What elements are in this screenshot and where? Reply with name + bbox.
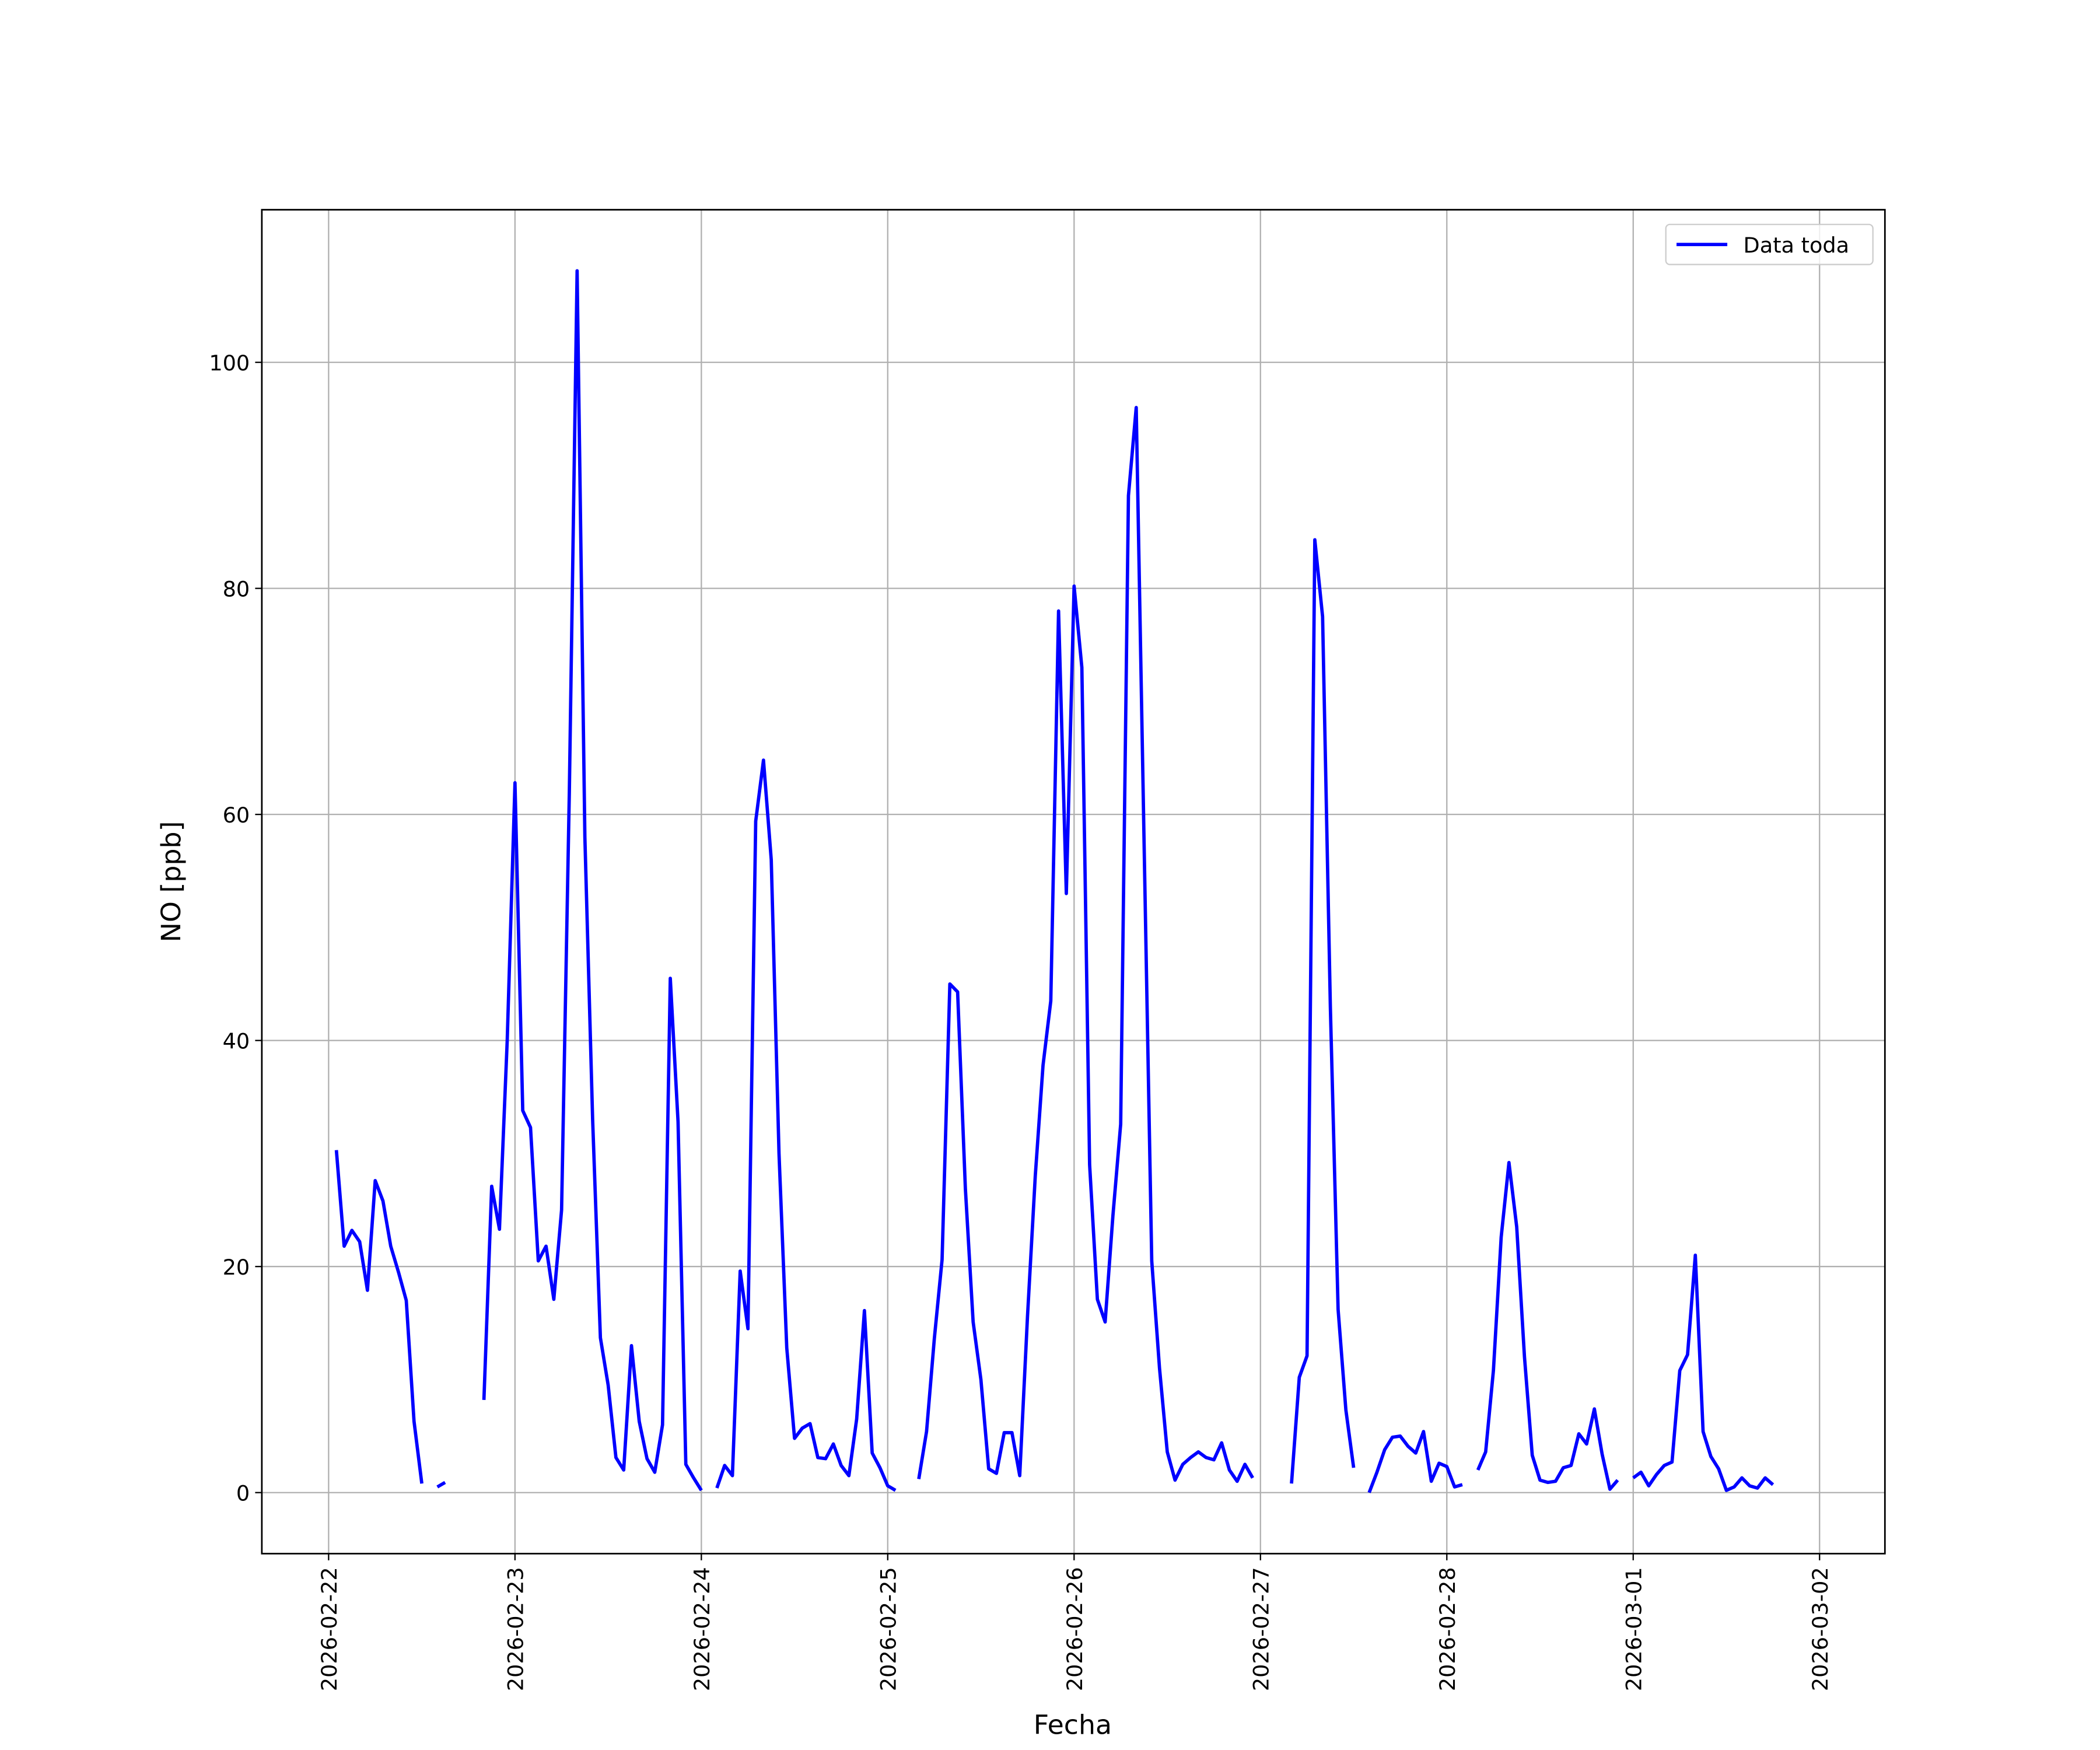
x-tick-label: 2026-02-24 <box>690 1567 715 1691</box>
x-axis-label: Fecha <box>1034 1709 1112 1741</box>
x-tick-label: 2026-03-01 <box>1622 1567 1647 1691</box>
x-tick-label: 2026-02-27 <box>1249 1567 1274 1691</box>
x-tick-label: 2026-02-28 <box>1435 1567 1460 1691</box>
y-axis-label: NO [ppb] <box>155 821 187 943</box>
x-tick-label: 2026-02-22 <box>317 1567 342 1691</box>
x-tick-label: 2026-02-26 <box>1062 1567 1087 1691</box>
y-tick-label: 100 <box>209 351 250 376</box>
grid <box>261 209 1885 1554</box>
y-tick-label: 40 <box>223 1028 250 1054</box>
plot-frame <box>261 209 1886 1555</box>
y-tick-label: 60 <box>223 803 250 828</box>
legend: Data toda <box>1665 223 1874 265</box>
ticks: 0 20 40 60 80 100 2026-02-22 2026-02-23 2026-02-… <box>209 351 1833 1691</box>
data-line <box>334 269 1774 1493</box>
x-tick-label: 2026-02-25 <box>876 1567 901 1691</box>
y-tick-label: 0 <box>236 1480 250 1506</box>
legend-box <box>1665 223 1874 265</box>
y-tick-label: 20 <box>223 1255 250 1280</box>
x-tick-label: 2026-03-02 <box>1808 1567 1833 1691</box>
x-tick-label: 2026-02-23 <box>503 1567 528 1691</box>
y-tick-label: 80 <box>223 576 250 601</box>
plot-lines <box>334 269 1774 1493</box>
legend-label: Data toda <box>1744 233 1850 258</box>
